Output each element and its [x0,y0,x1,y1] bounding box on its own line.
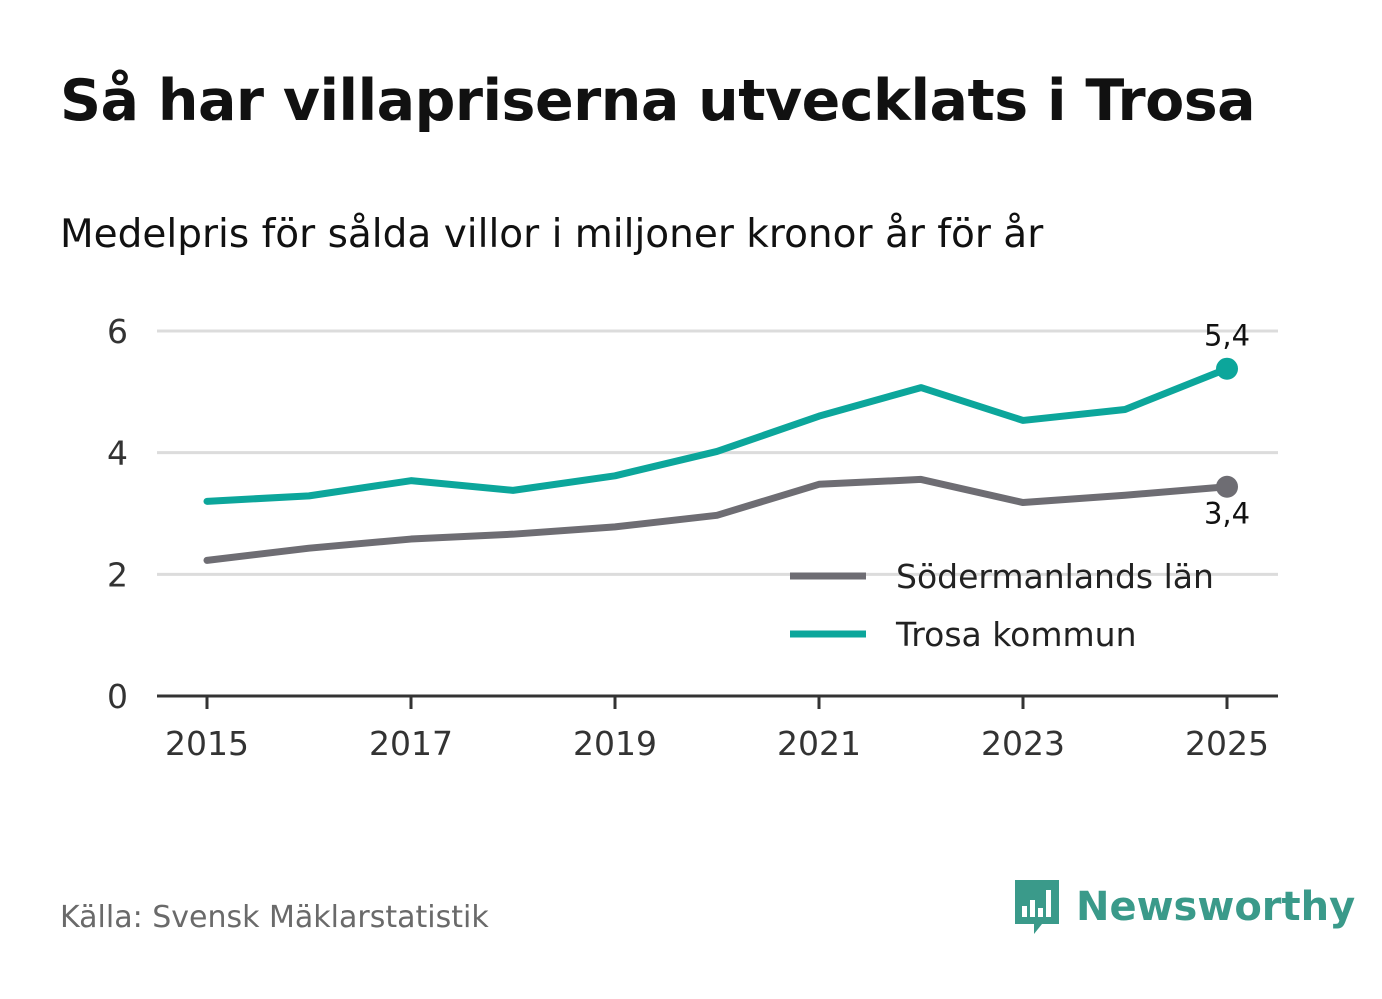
x-tick-label: 2021 [777,724,861,763]
x-tick-label: 2025 [1185,724,1269,763]
x-tick-label: 2023 [981,724,1065,763]
axes: 0 2 4 6 2015 2017 2019 2021 2023 2025 [107,312,1278,763]
x-tick-label: 2015 [165,724,249,763]
legend-label-1: Trosa kommun [895,615,1137,654]
series-end-point-0 [1216,475,1238,498]
legend: Södermanlands län Trosa kommun [790,557,1214,654]
series-end-label-1: 5,4 [1204,319,1250,353]
y-tick-label: 4 [107,434,128,473]
legend-label-0: Södermanlands län [896,557,1214,596]
x-tick-label: 2019 [573,724,657,763]
series-line-0 [203,475,1231,564]
series-end-point-1 [1216,357,1238,380]
y-tick-label: 2 [107,555,128,594]
source-note: Källa: Svensk Mäklarstatistik [60,900,489,935]
series-line-1 [203,365,1231,505]
bar-chart-speech-bubble-icon [1015,880,1059,934]
chart-title: Så har villapriserna utvecklats i Trosa [60,68,1256,134]
x-tick-label: 2017 [369,724,453,763]
chart-subtitle: Medelpris för sålda villor i miljoner kr… [60,212,1044,257]
series-end-label-0: 3,4 [1204,497,1250,531]
y-tick-label: 6 [107,312,128,351]
series-lines: 3,4 5,4 [203,319,1250,564]
newsworthy-logo: Newsworthy [1012,878,1355,936]
brand-name: Newsworthy [1076,884,1356,930]
y-tick-label: 0 [107,677,128,716]
